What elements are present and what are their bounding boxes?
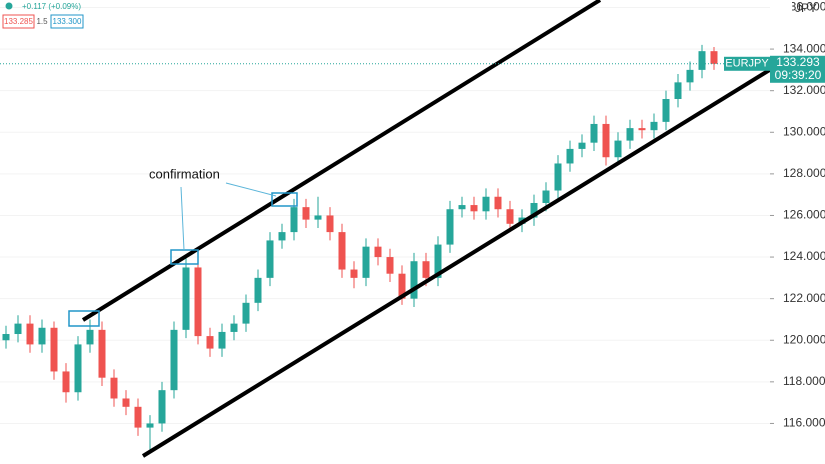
candle-body [674,82,682,99]
candle-body [338,232,346,270]
candle-body [470,205,478,212]
candle-layer [2,44,718,453]
upper-trendline [81,0,602,322]
y-tick-label: 126.000 [783,208,825,222]
candle-body [278,232,286,241]
annotation: confirmation [149,166,220,181]
candle-body [386,257,394,274]
grid-layer [0,6,770,424]
candle-body [614,140,622,158]
candle-body [626,128,634,141]
confirmation-box [170,249,199,265]
candle-body [146,423,154,428]
bid-box[interactable] [2,14,35,29]
candle-body [158,390,166,424]
candle-body [170,329,178,391]
currency-box [770,0,792,16]
candle-body [2,334,10,341]
candle-body [482,196,490,212]
countdown: 09:39:20 [775,68,822,82]
candle-body [206,336,214,349]
candle-body [686,69,694,83]
candle-body [314,215,322,220]
candle-body [326,215,334,233]
candle-body [230,323,238,332]
candle-body [698,51,706,70]
candle-body [398,273,406,299]
candle-body [74,344,82,393]
candle-body [542,190,550,203]
candle-body [458,205,466,210]
y-tick-label: 122.000 [783,291,825,305]
confirmation-box [271,192,298,207]
candle-body [422,261,430,278]
candle-body [494,196,502,210]
candle-body [302,207,310,220]
symbol: EURJPY [725,58,769,70]
ask[interactable]: 133.300 [53,17,82,26]
y-tick-label: 136.000 [783,0,825,14]
candle-body [242,302,250,324]
candle-body [434,244,442,278]
candle-body [566,148,574,164]
candle-body [254,277,262,303]
candle-body [506,209,514,224]
candle-body [290,207,298,233]
candle-body [266,240,274,278]
y-tick-label: 120.000 [783,332,825,346]
candle-body [122,398,130,407]
candle-body [662,98,670,122]
change: +0.117 (+0.09%) [22,2,81,11]
y-tick-label: 124.000 [783,249,825,263]
candle-body [26,323,34,345]
callout-line [225,182,277,197]
candle-body [110,377,118,399]
candle-body [182,267,190,330]
candle-body [218,331,226,349]
currency: JPY [795,1,817,15]
last-price: 133.293 [776,55,820,69]
price-tag [770,55,825,83]
candle-body [602,123,610,158]
candle-body [98,329,106,378]
candle-body [86,329,94,345]
candle-body [134,406,142,428]
y-tick-label: 128.000 [783,166,825,180]
candle-body [530,202,538,218]
candle-body [38,327,46,345]
y-tick-label: 130.000 [783,124,825,138]
callout-line [180,186,185,251]
candle-body [350,269,358,278]
y-tick-label: 132.000 [783,83,825,97]
candle-body [710,51,718,64]
candle-body [554,163,562,191]
candle-body [14,323,22,335]
candle-body [590,123,598,143]
candle-body [362,246,370,278]
candle-body [638,128,646,131]
y-tick-label: 118.000 [783,374,825,388]
lower-trendline [141,64,778,458]
candle-body [410,261,418,299]
spread: 1.5 [36,17,48,26]
candle-body [446,209,454,245]
confirmation-box [68,310,100,327]
candle-body [50,327,58,372]
ask-box[interactable] [50,14,84,29]
bid[interactable]: 133.285 [4,17,33,26]
candle-body [194,267,202,337]
axis-layer: 116.000 118.000 120.000 122.000 124.000 126.0… [770,0,825,430]
y-tick-label: 116.000 [783,416,825,430]
y-tick-label: 134.000 [783,41,825,55]
symbol-tag [724,56,770,71]
candle-body [62,371,70,393]
candle-body [650,121,658,131]
candle-body [578,142,586,149]
candle-body [374,246,382,258]
status-dot [5,2,13,10]
